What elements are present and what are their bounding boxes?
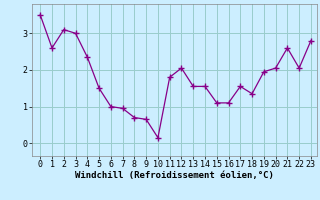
X-axis label: Windchill (Refroidissement éolien,°C): Windchill (Refroidissement éolien,°C) (75, 171, 274, 180)
